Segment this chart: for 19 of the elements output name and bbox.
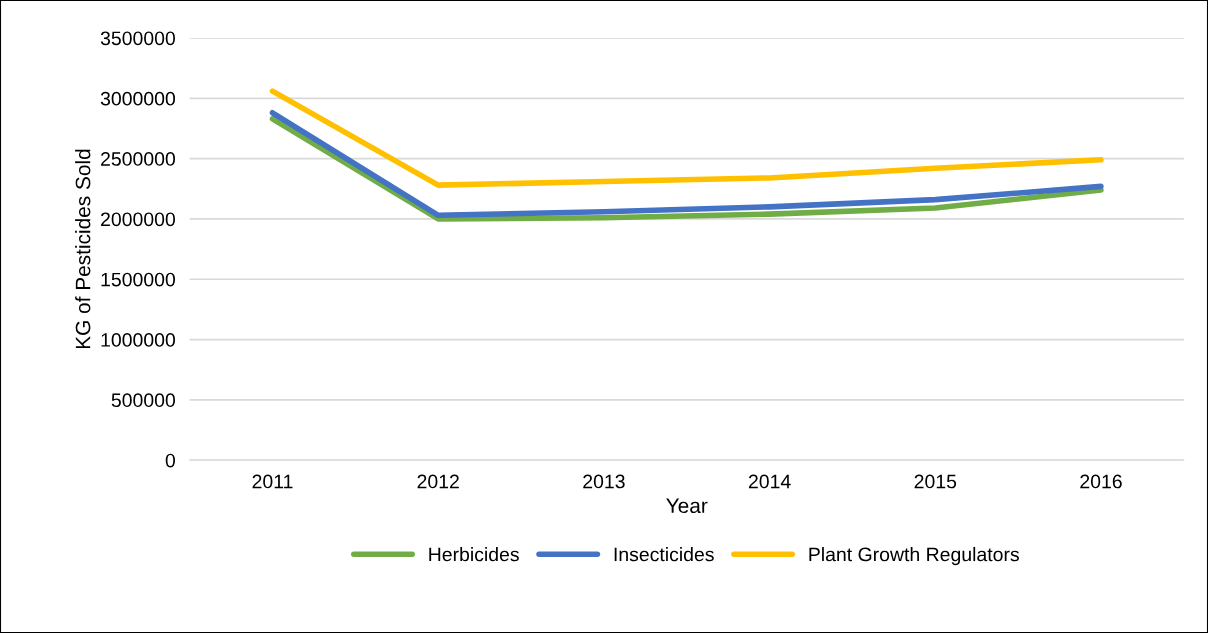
- x-axis-title: Year: [666, 498, 708, 514]
- x-tick-label: 2015: [914, 474, 957, 489]
- legend-label: Herbicides: [429, 547, 519, 562]
- x-tick-label: 2013: [583, 474, 625, 489]
- y-axis-title: KG of Pesticides Sold: [75, 149, 91, 349]
- y-tick-label: 2500000: [101, 152, 176, 166]
- legend-label: Insecticides: [614, 547, 714, 562]
- legend-label: Plant Growth Regulators: [809, 547, 1019, 566]
- y-tick-label: 3500000: [100, 31, 176, 46]
- x-tick-label: 2016: [1080, 474, 1122, 489]
- y-tick-label: 500000: [111, 393, 176, 408]
- x-tick-label: 2012: [417, 474, 459, 489]
- y-tick-label: 0: [165, 453, 176, 468]
- x-tick-label: 2011: [252, 474, 293, 489]
- x-tick-label: 2014: [748, 474, 791, 489]
- y-tick-label: 3000000: [100, 91, 176, 106]
- y-tick-label: 2000000: [101, 212, 176, 227]
- y-tick-label: 1000000: [101, 333, 176, 347]
- y-tick-label: 1500000: [101, 272, 176, 287]
